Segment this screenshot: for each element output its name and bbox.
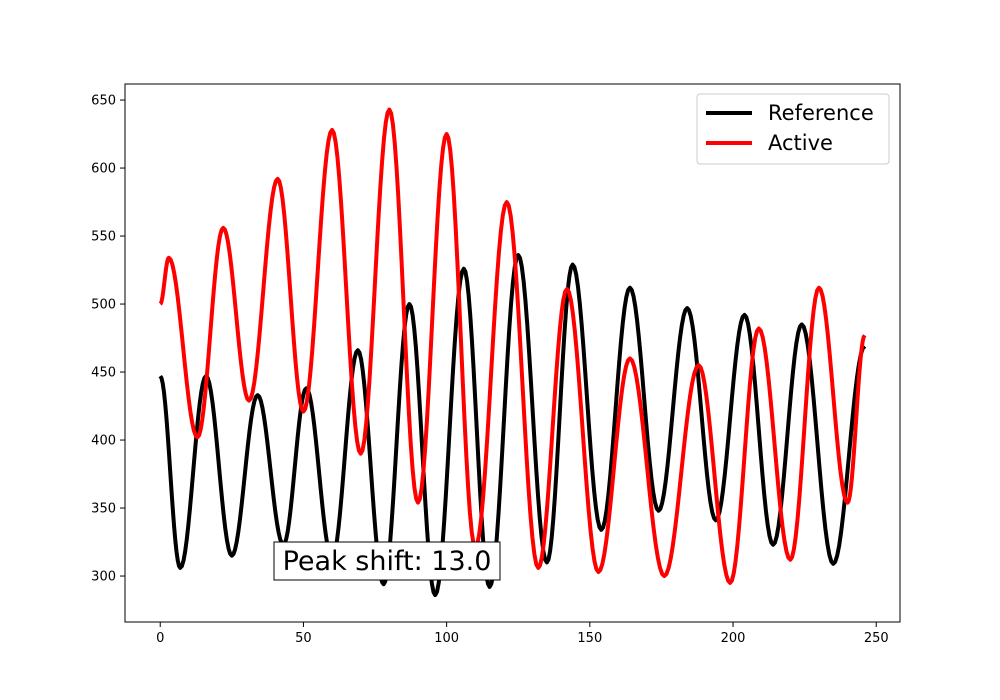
- series-layer: [158, 107, 867, 598]
- x-tick-label: 150: [577, 631, 602, 646]
- x-tick-label: 0: [156, 631, 164, 646]
- y-tick-label: 550: [91, 230, 116, 245]
- annotation-text: Peak shift: 13.0: [283, 546, 492, 577]
- y-tick-label: 500: [91, 298, 116, 313]
- series-line-reference: [158, 253, 867, 598]
- y-tick-label: 300: [91, 570, 116, 585]
- y-tick-label: 650: [91, 94, 116, 109]
- x-tick-label: 250: [864, 631, 889, 646]
- axes-frame: [124, 83, 901, 623]
- legend-label-active: Active: [768, 131, 833, 155]
- y-axis: 300 350 400 450 500 550 600 650: [91, 94, 125, 585]
- annotation-box: [273, 541, 501, 581]
- y-tick-label: 400: [91, 434, 116, 449]
- peak-shift-annotation: Peak shift: 13.0: [273, 541, 501, 581]
- plot-area: [124, 83, 901, 623]
- x-tick-label: 50: [295, 631, 312, 646]
- x-tick-label: 100: [434, 631, 459, 646]
- series-line-active: [158, 107, 867, 585]
- y-tick-label: 350: [91, 502, 116, 517]
- legend: Reference Active: [696, 93, 890, 165]
- x-axis: 0 50 100 150 200 250: [156, 622, 889, 646]
- y-tick-label: 450: [91, 366, 116, 381]
- y-tick-label: 600: [91, 162, 116, 177]
- legend-label-reference: Reference: [768, 101, 874, 125]
- x-tick-label: 200: [721, 631, 746, 646]
